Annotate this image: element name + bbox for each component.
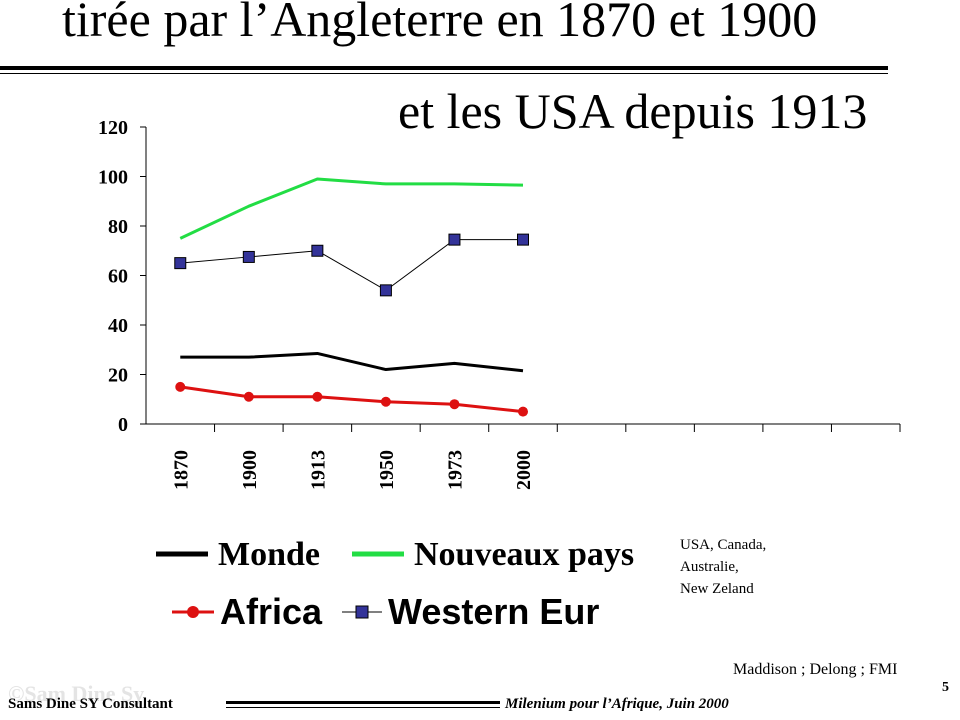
footer-rule-thick: [226, 701, 500, 704]
data-point-western-eur: [448, 233, 461, 246]
footer-author: Sams Dine SY Consultant: [8, 696, 173, 712]
legend-label-nouveaux-pays: Nouveaux pays: [414, 536, 635, 573]
y-tick-label: 60: [108, 266, 128, 288]
source-credit: Maddison ; Delong ; FMI: [733, 661, 898, 678]
data-point-western-eur: [311, 244, 324, 257]
y-tick-label: 80: [108, 216, 128, 238]
x-tick-label: 1870: [170, 450, 192, 490]
legend-swatch-africa: [172, 606, 214, 618]
footer-event: Milenium pour l’Afrique, Juin 2000: [505, 696, 729, 712]
x-tick-label: 1913: [307, 450, 329, 490]
slide-title-line2: et les USA depuis 1913: [398, 83, 868, 139]
footer-rule-thin: [226, 707, 500, 708]
data-point-western-eur: [379, 284, 392, 297]
x-tick-label: 1900: [239, 450, 261, 490]
data-point-africa: [312, 391, 323, 402]
title-rule-thin: [0, 73, 888, 74]
y-tick-label: 40: [108, 315, 128, 337]
y-tick-label: 100: [98, 167, 128, 189]
series-line-western-eur: [180, 239, 523, 291]
series-line-monde: [180, 351, 524, 373]
note-line: Australie,: [680, 559, 739, 575]
x-tick-label: 1950: [376, 450, 398, 490]
note-line: USA, Canada,: [680, 537, 767, 553]
legend-swatch-nouveaux-pays: [352, 551, 404, 557]
series-line-africa: [180, 385, 524, 414]
data-point-western-eur: [174, 257, 187, 270]
y-tick-label: 0: [118, 414, 128, 436]
slide-title-line1: tirée par l’Angleterre en 1870 et 1900: [62, 0, 818, 47]
data-point-western-eur: [517, 233, 529, 246]
series-line-nouveaux-pays: [179, 177, 524, 240]
legend-label-western-eur: Western Eur: [388, 591, 600, 632]
legend-label-africa: Africa: [220, 591, 323, 632]
data-point-western-eur: [242, 250, 255, 263]
x-tick-label: 1973: [444, 450, 466, 490]
title-rule-thick: [0, 66, 888, 70]
note-line: New Zeland: [680, 581, 754, 597]
legend-swatch-monde: [156, 551, 208, 557]
data-point-africa: [243, 391, 254, 402]
data-point-africa: [175, 381, 186, 392]
legend-label-monde: Monde: [218, 536, 320, 573]
y-tick-label: 20: [108, 365, 128, 387]
nouveaux-pays-note: USA, Canada, Australie, New Zeland: [680, 534, 766, 600]
x-tick-label: 2000: [513, 450, 535, 490]
data-point-africa: [449, 399, 460, 410]
data-point-africa: [518, 406, 528, 417]
data-point-africa: [380, 396, 391, 407]
watermark-text: ©Sam Dine Sy: [8, 681, 145, 706]
legend-swatch-western-eur: [342, 605, 382, 619]
y-tick-label: 120: [98, 117, 128, 139]
page-number: 5: [942, 680, 949, 695]
